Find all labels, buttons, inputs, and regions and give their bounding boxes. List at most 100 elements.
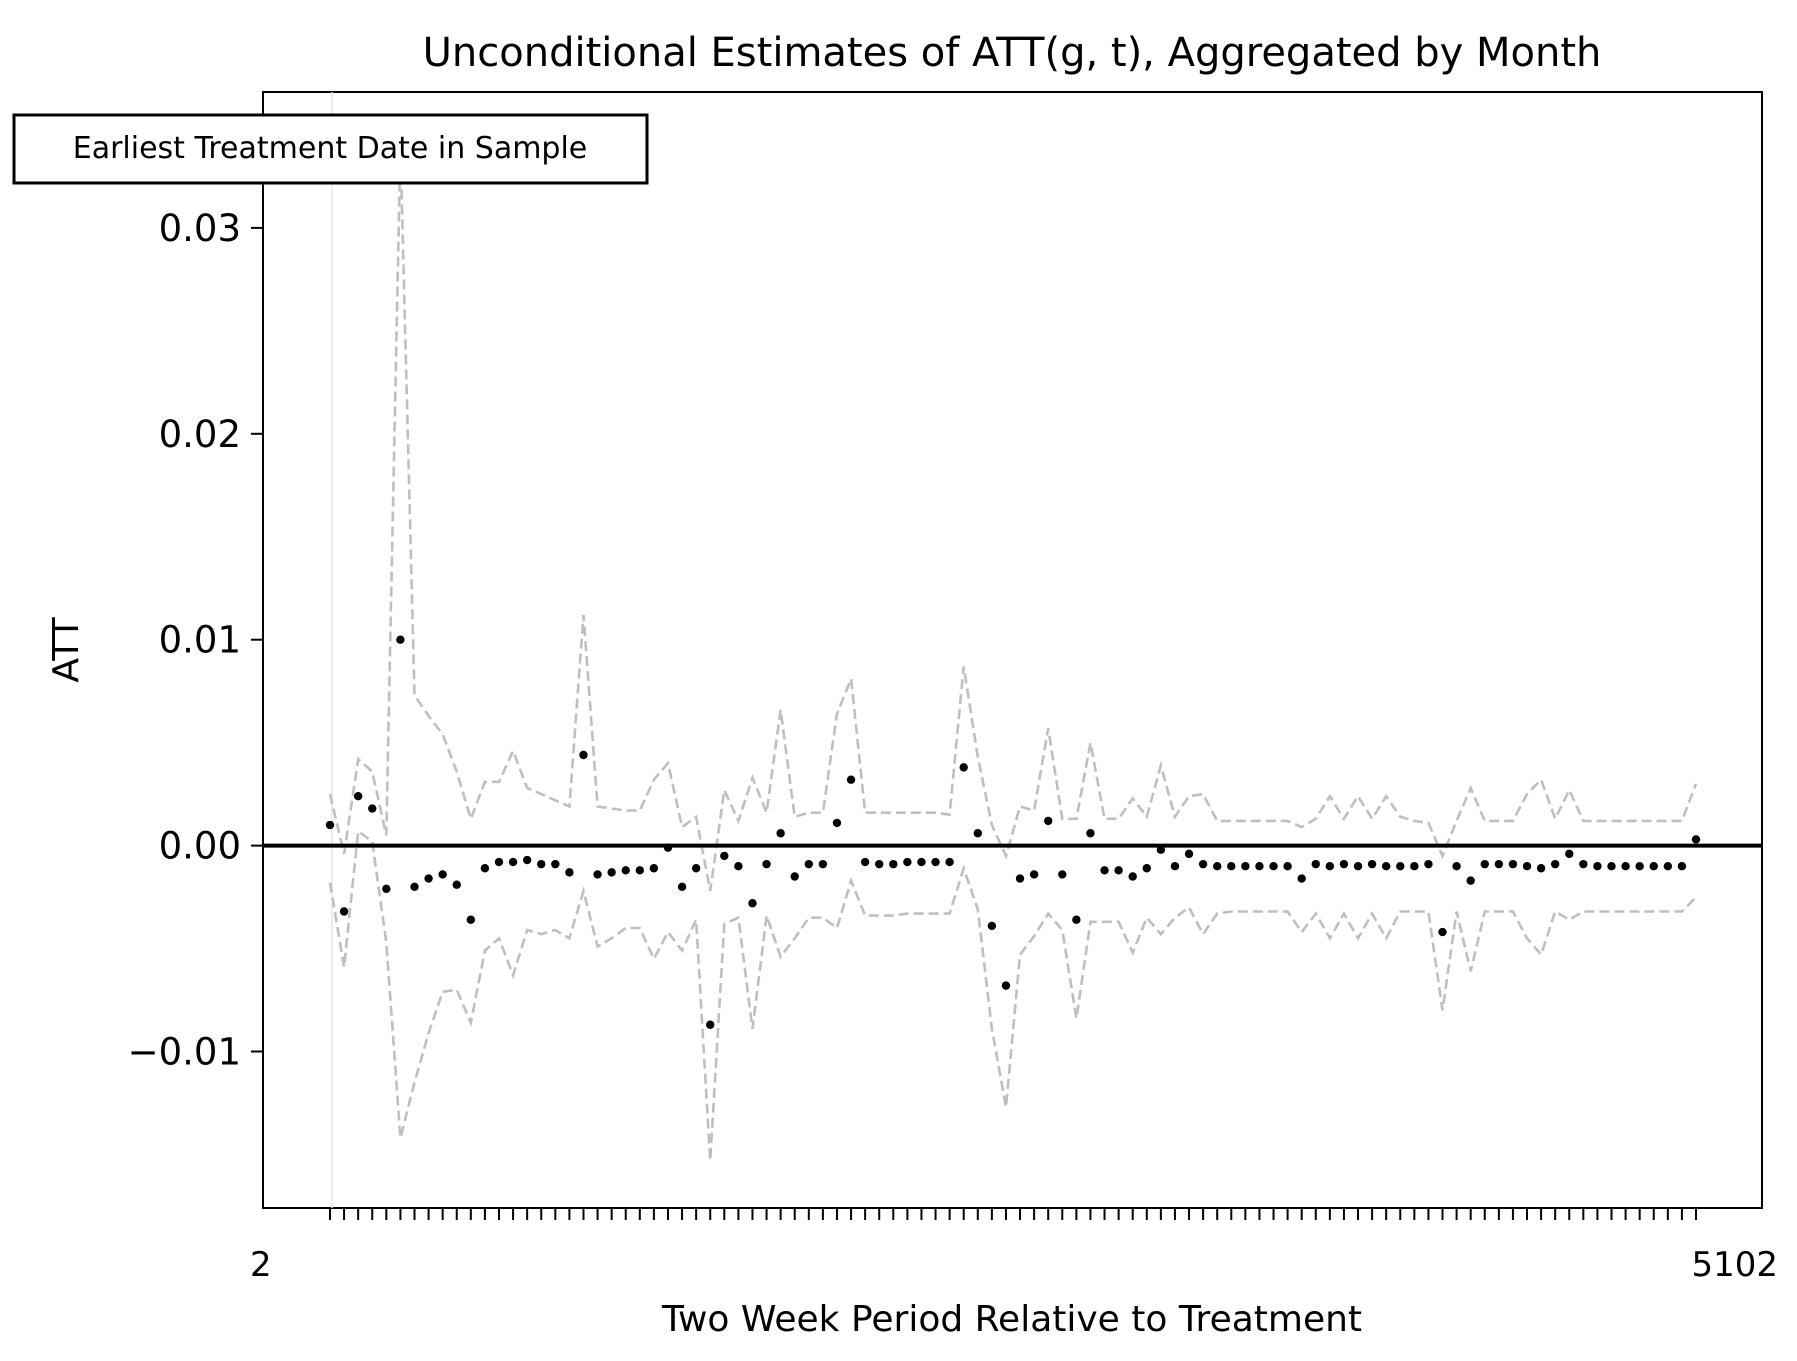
data-point [1649, 861, 1658, 871]
data-point [663, 843, 673, 852]
data-point [438, 870, 447, 879]
data-point [1353, 861, 1363, 871]
data-point [1579, 859, 1588, 869]
annotation-text: Earliest Treatment Date in Sample [73, 131, 588, 166]
data-point [325, 820, 335, 830]
data-point [1494, 859, 1504, 869]
data-point [1044, 816, 1053, 826]
data-point [1325, 861, 1335, 871]
data-point [396, 635, 405, 644]
data-point [1396, 861, 1405, 871]
data-point [353, 791, 363, 801]
x-axis [329, 1208, 1697, 1220]
y-tick-label: −0.01 [128, 1031, 241, 1074]
data-point [1100, 866, 1109, 875]
data-point [931, 857, 940, 867]
data-point [649, 864, 659, 873]
data-point [1522, 861, 1532, 871]
data-point [889, 859, 898, 869]
data-point [734, 861, 743, 871]
y-axis-label: ATT [46, 616, 87, 682]
data-point [1198, 859, 1208, 869]
data-point [1691, 835, 1701, 844]
data-point [1086, 829, 1095, 838]
data-point [537, 859, 546, 869]
ci-lower-line [328, 828, 1697, 1161]
data-point [1466, 876, 1475, 885]
data-point [846, 775, 856, 784]
data-point [875, 859, 884, 869]
data-point [1029, 870, 1039, 879]
data-point [635, 866, 645, 875]
data-point [1508, 859, 1518, 869]
data-point [1184, 849, 1194, 859]
data-point [677, 882, 687, 891]
chart-title: Unconditional Estimates of ATT(g, t), Ag… [423, 30, 1602, 76]
data-point [480, 864, 490, 873]
data-point [1367, 859, 1377, 869]
x-tick-label-last: 5102 [1691, 1245, 1778, 1285]
data-point [621, 866, 630, 875]
y-axis: −0.01 0.00 0.01 0.02 0.03 [128, 207, 263, 1074]
x-axis-label: Two Week Period Relative to Treatment [661, 1299, 1362, 1340]
y-tick-label: 0.02 [159, 413, 241, 456]
data-point [466, 915, 476, 924]
data-point [706, 1020, 715, 1029]
data-point [1339, 859, 1349, 869]
data-point [945, 857, 954, 867]
data-point [1142, 864, 1151, 873]
data-point [987, 921, 997, 931]
data-point [508, 857, 518, 867]
data-point [1269, 861, 1278, 871]
data-point [424, 874, 433, 883]
data-point [790, 872, 799, 881]
data-point [804, 859, 814, 869]
plot-area [262, 91, 1763, 1209]
y-tick-label: 0.01 [159, 619, 241, 662]
data-point [1452, 861, 1461, 871]
data-point [1536, 864, 1546, 873]
plot-frame [262, 91, 1763, 1209]
data-point [762, 859, 771, 869]
data-point [903, 857, 912, 867]
data-point [1227, 861, 1236, 871]
data-point [973, 829, 982, 838]
data-point [1015, 874, 1025, 883]
data-point [1607, 861, 1616, 871]
data-point [339, 907, 349, 916]
data-point [776, 829, 785, 838]
data-point [1170, 861, 1180, 871]
data-point [410, 882, 419, 891]
data-point [1593, 861, 1602, 871]
data-point [452, 880, 461, 889]
data-point [368, 804, 377, 813]
data-point [1621, 861, 1630, 871]
data-point [860, 857, 870, 867]
data-point [748, 899, 757, 908]
data-point [917, 857, 926, 867]
data-point [959, 763, 968, 772]
data-point [522, 855, 532, 865]
data-point [1255, 861, 1264, 871]
ci-upper-line [328, 145, 1698, 892]
data-point [1283, 861, 1292, 871]
data-point [579, 750, 588, 760]
data-point [551, 859, 560, 869]
y-tick-label: 0.00 [159, 825, 241, 868]
data-point [1565, 849, 1574, 859]
y-tick-label: 0.03 [159, 207, 241, 250]
data-point [607, 868, 616, 877]
data-point [382, 884, 391, 894]
data-point [691, 864, 701, 873]
data-point [1311, 859, 1320, 869]
data-point [1058, 870, 1067, 879]
data-point [1410, 861, 1419, 871]
treatment-annotation: Earliest Treatment Date in Sample [12, 113, 649, 185]
data-point [593, 870, 602, 879]
data-point [1677, 861, 1687, 871]
data-point [1381, 861, 1391, 871]
data-point [1114, 866, 1123, 875]
data-point [1663, 861, 1673, 871]
data-point [1156, 845, 1166, 854]
